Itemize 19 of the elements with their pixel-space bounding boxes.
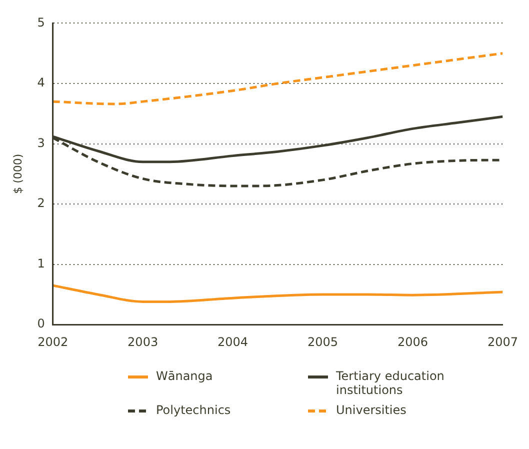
x-tick-label: 2006	[397, 334, 428, 349]
legend-label: Universities	[336, 403, 406, 417]
x-tick-label: 2007	[487, 334, 518, 349]
legend-label: Polytechnics	[156, 403, 231, 417]
y-tick-label: 4	[37, 76, 45, 90]
legend-label: Tertiary education institutions	[336, 369, 446, 397]
x-tick-label: 2005	[308, 334, 338, 349]
legend-label: Wānanga	[156, 369, 213, 383]
y-tick-label: 3	[37, 136, 45, 150]
x-tick-label: 2003	[128, 334, 158, 349]
y-tick-label: 1	[37, 256, 45, 270]
y-tick-label: 2	[37, 196, 45, 210]
y-tick-label: 0	[37, 316, 45, 331]
line-series	[52, 284, 503, 303]
y-axis-title: $ (000)	[11, 154, 24, 194]
x-tick-label: 2004	[218, 334, 248, 349]
line-series	[52, 52, 503, 106]
y-tick-label: 5	[37, 15, 45, 30]
x-tick-label: 2002	[38, 334, 68, 349]
